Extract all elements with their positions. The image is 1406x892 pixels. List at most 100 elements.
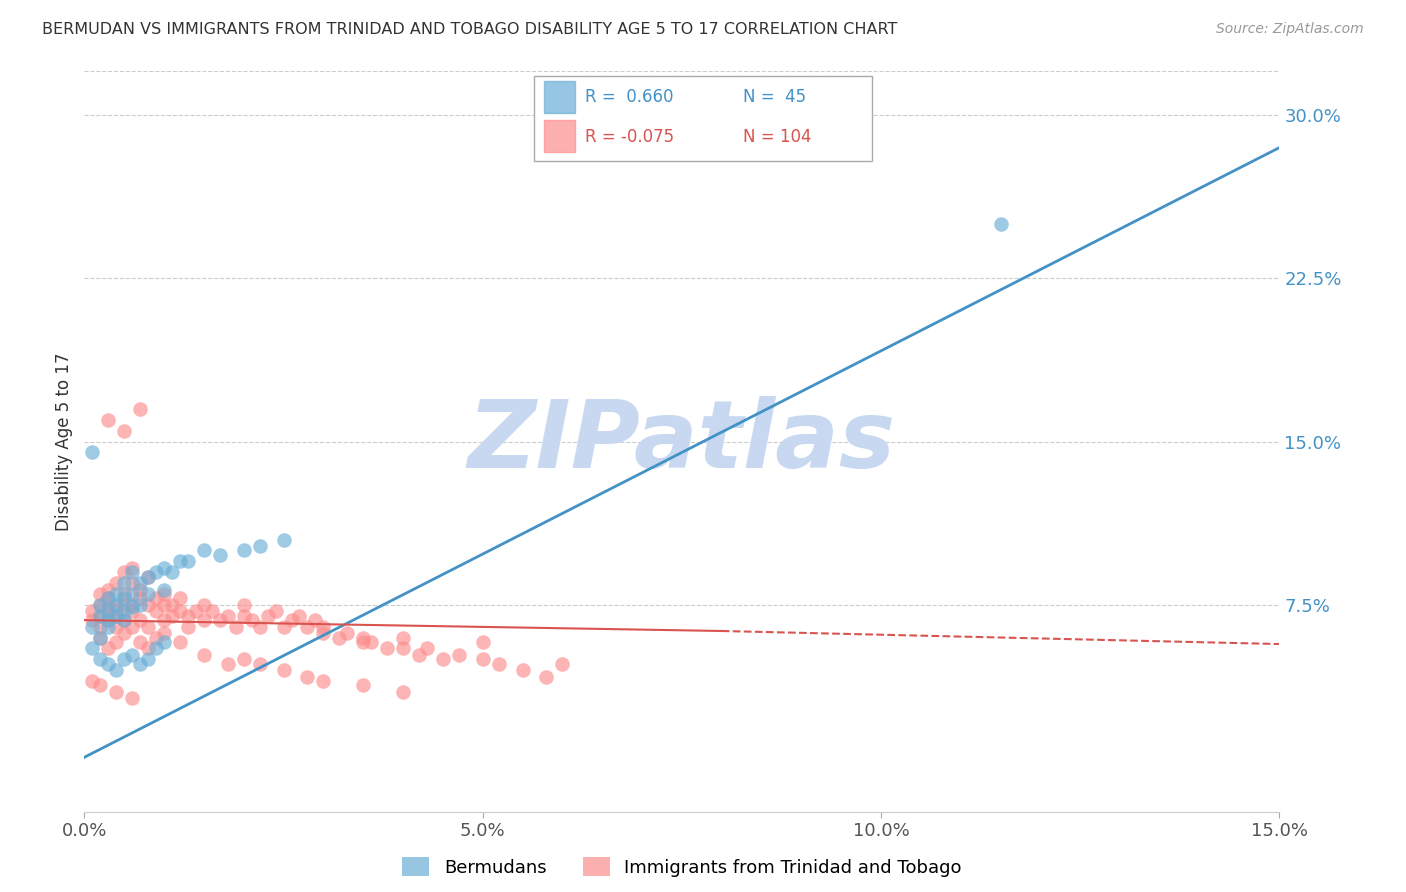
Point	[273, 619, 295, 633]
Point	[105, 608, 128, 623]
Point	[288, 608, 311, 623]
Point	[249, 619, 271, 633]
Point	[112, 604, 135, 618]
Point	[136, 569, 159, 583]
Point	[97, 591, 120, 606]
Point	[392, 641, 415, 656]
Point	[145, 591, 167, 606]
Point	[145, 631, 167, 645]
Point	[112, 613, 135, 627]
Point	[145, 641, 167, 656]
Point	[129, 657, 152, 671]
FancyBboxPatch shape	[534, 76, 872, 161]
Point	[136, 569, 159, 583]
Point	[153, 587, 176, 601]
Point	[208, 613, 231, 627]
Bar	[544, 120, 575, 152]
Text: Source: ZipAtlas.com: Source: ZipAtlas.com	[1216, 22, 1364, 37]
Point	[105, 608, 128, 623]
Point	[201, 604, 224, 618]
Point	[328, 631, 350, 645]
Point	[121, 587, 143, 601]
Point	[193, 543, 215, 558]
Point	[471, 652, 494, 666]
Point	[512, 663, 534, 677]
Point	[177, 608, 200, 623]
Point	[89, 631, 111, 645]
Point	[153, 613, 176, 627]
Point	[240, 613, 263, 627]
Point	[136, 598, 159, 612]
Point	[232, 543, 254, 558]
Point	[121, 648, 143, 662]
Point	[232, 598, 254, 612]
Point	[82, 604, 104, 618]
Text: N =  45: N = 45	[744, 88, 807, 106]
Point	[312, 619, 335, 633]
Point	[112, 424, 135, 438]
Point	[153, 598, 176, 612]
Point	[105, 685, 128, 699]
Y-axis label: Disability Age 5 to 17: Disability Age 5 to 17	[55, 352, 73, 531]
Point	[304, 613, 326, 627]
Point	[232, 608, 254, 623]
Point	[249, 539, 271, 553]
Point	[184, 604, 207, 618]
Point	[375, 641, 398, 656]
Point	[232, 652, 254, 666]
Point	[136, 641, 159, 656]
Point	[153, 582, 176, 597]
Point	[160, 598, 183, 612]
Point	[217, 657, 239, 671]
Point	[416, 641, 439, 656]
Point	[112, 576, 135, 591]
Point	[225, 619, 247, 633]
Point	[97, 604, 120, 618]
Point	[408, 648, 430, 662]
Point	[160, 565, 183, 579]
Point	[112, 591, 135, 606]
Point	[82, 619, 104, 633]
Point	[352, 631, 374, 645]
Point	[129, 576, 152, 591]
Point	[82, 445, 104, 459]
Point	[264, 604, 287, 618]
Point	[97, 582, 120, 597]
Point	[97, 657, 120, 671]
Point	[447, 648, 470, 662]
Point	[136, 587, 159, 601]
Point	[82, 641, 104, 656]
Point	[169, 591, 191, 606]
Point	[121, 598, 143, 612]
Point	[256, 608, 278, 623]
Point	[280, 613, 302, 627]
Point	[112, 613, 135, 627]
Point	[273, 533, 295, 547]
Point	[89, 608, 111, 623]
Point	[97, 613, 120, 627]
Point	[169, 554, 191, 568]
Point	[105, 619, 128, 633]
Point	[193, 598, 215, 612]
Point	[136, 652, 159, 666]
Point	[105, 576, 128, 591]
Point	[551, 657, 574, 671]
Point	[105, 635, 128, 649]
Point	[169, 604, 191, 618]
Point	[121, 565, 143, 579]
Point	[121, 561, 143, 575]
Point	[112, 652, 135, 666]
Point	[105, 587, 128, 601]
Point	[273, 663, 295, 677]
Point	[129, 582, 152, 597]
Point	[112, 565, 135, 579]
Text: ZIPatlas: ZIPatlas	[468, 395, 896, 488]
Point	[89, 678, 111, 692]
Point	[89, 631, 111, 645]
Point	[145, 565, 167, 579]
Point	[360, 635, 382, 649]
Point	[112, 598, 135, 612]
Point	[153, 626, 176, 640]
Point	[97, 641, 120, 656]
Point	[169, 635, 191, 649]
